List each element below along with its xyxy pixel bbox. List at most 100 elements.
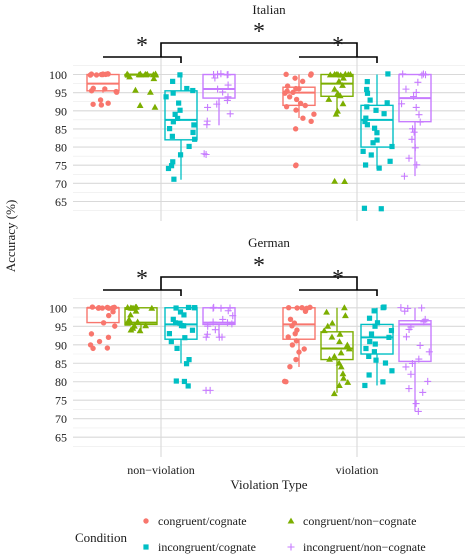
data-point: [283, 71, 289, 78]
data-point: [387, 158, 393, 164]
legend-label: congruent/non−cognate: [303, 514, 416, 528]
y-tick-label: 70: [55, 177, 67, 191]
data-point: [111, 304, 118, 311]
significance-bracket: [299, 289, 378, 296]
data-point: [294, 305, 300, 311]
data-point: [100, 71, 106, 77]
data-point: [402, 85, 410, 93]
data-point: [286, 94, 293, 100]
significance-bracket: [103, 56, 182, 63]
data-point: [289, 323, 295, 329]
box-3-0: [200, 70, 236, 159]
data-point: [191, 122, 197, 128]
y-axis-title: Accuracy (%): [3, 200, 18, 273]
data-point: [132, 307, 140, 314]
data-point: [89, 304, 96, 310]
data-point: [192, 136, 198, 142]
box-1-1: [320, 304, 354, 397]
data-point: [293, 162, 299, 168]
significance-star: *: [136, 33, 148, 59]
significance-star: *: [253, 19, 265, 45]
data-point: [374, 130, 380, 136]
data-point: [401, 307, 409, 315]
data-point: [105, 100, 111, 106]
data-point: [229, 312, 237, 320]
data-point: [418, 304, 426, 312]
significance-bracket: [299, 56, 378, 63]
data-point: [381, 111, 387, 117]
data-point: [285, 304, 292, 311]
box-2-0: [164, 304, 198, 389]
data-point: [165, 165, 172, 172]
data-point: [169, 133, 175, 139]
data-point: [88, 331, 95, 337]
data-point: [185, 304, 192, 311]
data-point: [405, 154, 413, 162]
data-point: [373, 107, 379, 113]
significance-bracket: [160, 42, 358, 57]
y-tick-label: 100: [49, 301, 67, 315]
data-point: [371, 125, 378, 131]
legend-marker: [287, 543, 295, 551]
data-point: [151, 103, 159, 110]
data-point: [372, 341, 378, 347]
data-point: [146, 88, 154, 95]
data-point: [331, 352, 338, 359]
data-point: [405, 385, 413, 393]
data-point: [287, 316, 294, 323]
significance-bracket: [103, 289, 182, 296]
data-point: [331, 85, 339, 92]
data-point: [418, 71, 426, 79]
data-point: [405, 325, 413, 333]
data-point: [302, 308, 309, 314]
data-point: [192, 305, 198, 311]
data-point: [172, 320, 179, 326]
data-point: [209, 304, 217, 312]
data-point: [337, 349, 345, 356]
data-point: [224, 81, 232, 89]
legend-title: Condition: [75, 530, 128, 545]
data-point: [419, 70, 427, 78]
data-point: [110, 309, 116, 315]
data-point: [228, 320, 236, 328]
data-point: [415, 355, 423, 363]
data-point: [371, 308, 377, 314]
data-point: [284, 83, 291, 89]
data-point: [360, 148, 366, 154]
data-point: [224, 319, 232, 327]
box-2-0: [163, 72, 198, 182]
data-point: [414, 78, 422, 86]
data-point: [386, 334, 392, 340]
data-point: [136, 101, 144, 108]
data-point: [328, 333, 336, 340]
box-2-1: [360, 71, 395, 212]
box: [320, 331, 354, 361]
data-point: [143, 70, 151, 77]
data-point: [389, 368, 395, 374]
data-point: [171, 176, 177, 182]
data-point: [177, 72, 183, 78]
data-point: [364, 79, 370, 85]
data-point: [362, 118, 368, 125]
data-point: [96, 338, 103, 345]
data-point: [99, 305, 106, 311]
data-point: [150, 75, 158, 82]
data-point: [293, 107, 299, 113]
y-tick-label: 85: [55, 357, 67, 371]
data-point: [414, 407, 422, 415]
data-point: [311, 111, 317, 117]
data-point: [287, 363, 293, 370]
data-point: [332, 110, 340, 117]
y-tick-label: 90: [55, 338, 67, 352]
data-point: [170, 316, 176, 322]
data-point: [416, 118, 424, 126]
box-3-0: [202, 303, 237, 394]
data-point: [151, 71, 159, 78]
data-point: [203, 121, 211, 129]
data-point: [204, 103, 212, 111]
box: [398, 320, 432, 363]
data-point: [106, 305, 112, 311]
data-point: [364, 86, 370, 93]
box: [164, 90, 198, 141]
